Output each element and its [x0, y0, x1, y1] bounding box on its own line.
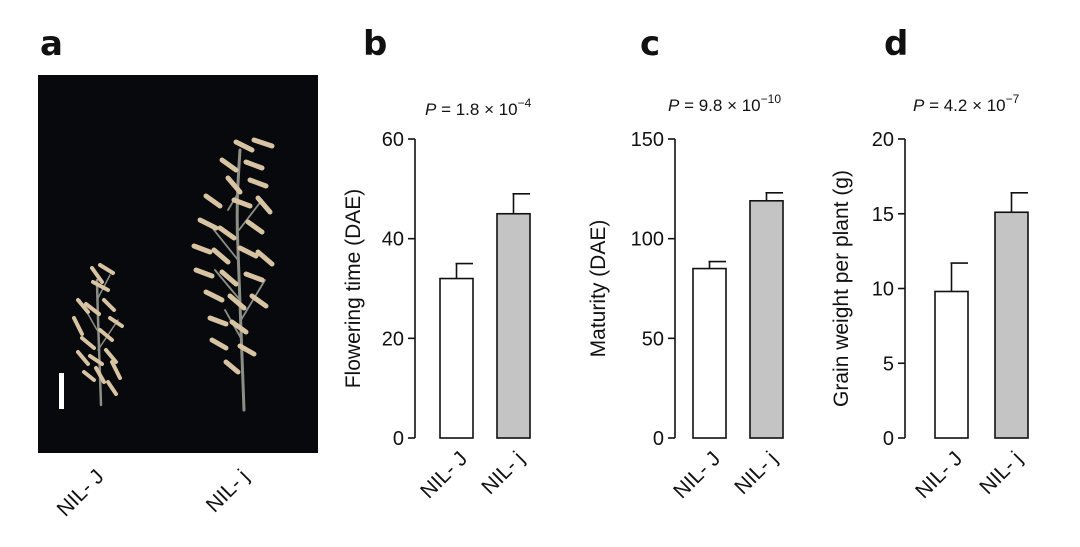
category-label: NIL- J [911, 447, 967, 503]
y-tick-label: 150 [631, 129, 664, 151]
photo-background [38, 75, 318, 453]
y-tick-label: 20 [872, 129, 894, 151]
panel-d: d 0 5 10 15 20 Grain weight per plant (g) NIL-… [830, 24, 1029, 503]
photo-label-nil-J: NIL- J [53, 465, 109, 521]
category-label: NIL- j [730, 447, 782, 499]
panicle-small [72, 263, 124, 407]
panel-b: b 0 20 40 60 Flowering time (DAE) NIL- J NIL- … [342, 24, 532, 503]
category-label: NIL- j [975, 447, 1027, 499]
category-label: NIL- J [669, 447, 725, 503]
panel-letter-d: d [884, 24, 908, 64]
bar-nil-j [749, 199, 784, 439]
panel-a: a [38, 24, 318, 521]
y-axis-label: Flowering time (DAE) [342, 189, 365, 389]
panel-letter-b: b [363, 24, 387, 64]
bar-nil-J [692, 267, 727, 439]
photo-label-nil-j: NIL- j [202, 465, 254, 517]
y-tick-label: 0 [653, 428, 664, 450]
panel-letter-a: a [40, 24, 63, 64]
bar-nil-j [496, 212, 531, 439]
bar-nil-J [934, 290, 969, 439]
y-tick-label: 40 [382, 229, 404, 251]
y-tick-label: 60 [382, 129, 404, 151]
category-label: NIL- j [477, 447, 529, 499]
y-tick-label: 100 [631, 229, 664, 251]
y-tick-label: 0 [393, 428, 404, 450]
bar-nil-j [994, 211, 1029, 439]
y-tick-label: 20 [382, 328, 404, 350]
y-tick-label: 15 [872, 204, 894, 226]
y-axis-label: Maturity (DAE) [587, 220, 610, 358]
panicle-large [191, 137, 275, 412]
scale-bar [59, 373, 64, 409]
bar-nil-J [439, 277, 474, 439]
y-tick-label: 0 [883, 428, 894, 450]
p-value-label: P = 4.2 × 10−7 [913, 92, 1020, 115]
p-value-label: P = 1.8 × 10−4 [425, 96, 532, 119]
y-tick-label: 5 [883, 353, 894, 375]
y-axis-label: Grain weight per plant (g) [830, 170, 853, 407]
category-label: NIL- J [416, 447, 472, 503]
panel-letter-c: c [640, 24, 660, 64]
panel-c: c 0 50 100 150 Maturity (DAE) NIL- J NIL- j P =… [587, 24, 784, 503]
p-value-label: P = 9.8 × 10−10 [668, 92, 781, 115]
y-tick-label: 50 [642, 328, 664, 350]
y-tick-label: 10 [872, 279, 894, 301]
